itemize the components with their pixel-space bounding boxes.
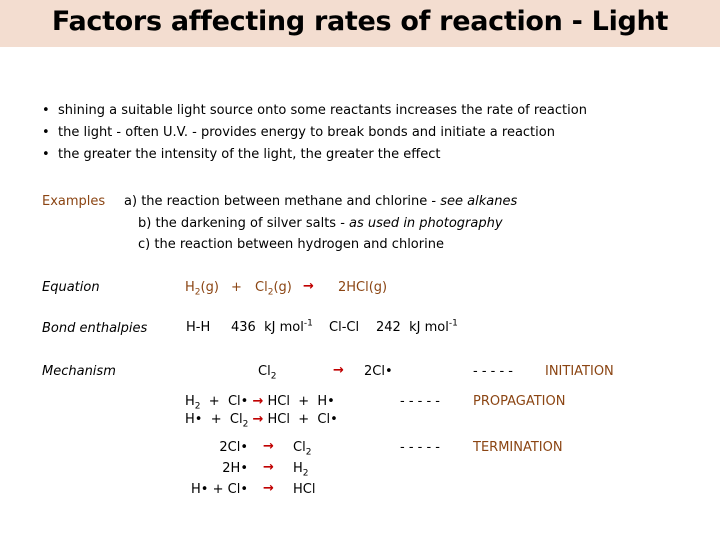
propagation-dashes: - - - - -: [400, 394, 440, 409]
right-arrow-icon: →: [303, 279, 314, 294]
example-note: as used in photography: [349, 216, 503, 231]
right-arrow-icon: →: [252, 394, 264, 409]
right-arrow-icon: →: [263, 460, 274, 475]
bullet-text: the greater the intensity of the light, …: [58, 147, 441, 162]
equation-product: 2HCl(g): [338, 280, 388, 295]
example-item-b: b) the darkening of silver salts - as us…: [138, 216, 503, 231]
equation-plus: +: [231, 280, 242, 295]
title-band: [0, 0, 720, 47]
propagation-step-1: H2 + Cl• → HCl + H•: [185, 394, 335, 412]
example-text: the darkening of silver salts -: [155, 216, 350, 231]
bullet-text: shining a suitable light source onto som…: [58, 103, 587, 118]
termination-dashes: - - - - -: [400, 440, 440, 455]
equation-label: Equation: [42, 280, 100, 295]
example-note: see alkanes: [440, 194, 518, 209]
equation-cl2: Cl2(g): [255, 280, 292, 298]
example-text: the reaction between hydrogen and chlori…: [154, 237, 444, 252]
bullet-text: the light - often U.V. - provides energy…: [58, 125, 555, 140]
example-marker: a): [124, 194, 138, 209]
termination-lhs-2: 2H•: [222, 461, 248, 476]
example-marker: b): [138, 216, 152, 231]
equation-h2: H2(g): [185, 280, 219, 298]
initiation-rhs: 2Cl•: [364, 364, 393, 379]
examples-label: Examples: [42, 194, 106, 209]
hh-value: 436 kJ mol-1: [231, 318, 313, 335]
termination-rhs-3: HCl: [293, 482, 316, 497]
hh-bond: H-H: [186, 320, 211, 335]
propagation-stage: PROPAGATION: [473, 394, 566, 409]
bullet-icon: •: [42, 147, 50, 162]
right-arrow-icon: →: [333, 363, 344, 378]
termination-stage: TERMINATION: [473, 440, 563, 455]
bullet-item: • shining a suitable light source onto so…: [42, 103, 587, 118]
bond-enthalpies-label: Bond enthalpies: [42, 321, 148, 336]
clcl-value: 242 kJ mol-1: [376, 318, 458, 335]
propagation-step-2: H• + Cl2 → HCl + Cl•: [185, 412, 338, 430]
initiation-lhs: Cl2: [258, 364, 277, 382]
example-item-c: c) the reaction between hydrogen and chl…: [138, 237, 444, 252]
termination-lhs-1: 2Cl•: [219, 440, 248, 455]
initiation-stage: INITIATION: [545, 364, 614, 379]
right-arrow-icon: →: [252, 412, 264, 427]
right-arrow-icon: →: [263, 439, 274, 454]
bullet-icon: •: [42, 103, 50, 118]
bullet-icon: •: [42, 125, 50, 140]
clcl-bond: Cl-Cl: [329, 320, 360, 335]
bullet-item: • the greater the intensity of the light,…: [42, 147, 440, 162]
termination-rhs-1: Cl2: [293, 440, 312, 458]
example-item-a: a) the reaction between methane and chlo…: [124, 194, 517, 209]
termination-rhs-2: H2: [293, 461, 309, 479]
slide-title: Factors affecting rates of reaction - Li…: [51, 6, 669, 37]
right-arrow-icon: →: [263, 481, 274, 496]
bullet-item: • the light - often U.V. - provides energ…: [42, 125, 555, 140]
initiation-dashes: - - - - -: [473, 364, 513, 379]
mechanism-label: Mechanism: [42, 364, 116, 379]
termination-lhs-3: H• + Cl•: [191, 482, 248, 497]
example-text: the reaction between methane and chlorin…: [141, 194, 441, 209]
example-marker: c): [138, 237, 151, 252]
